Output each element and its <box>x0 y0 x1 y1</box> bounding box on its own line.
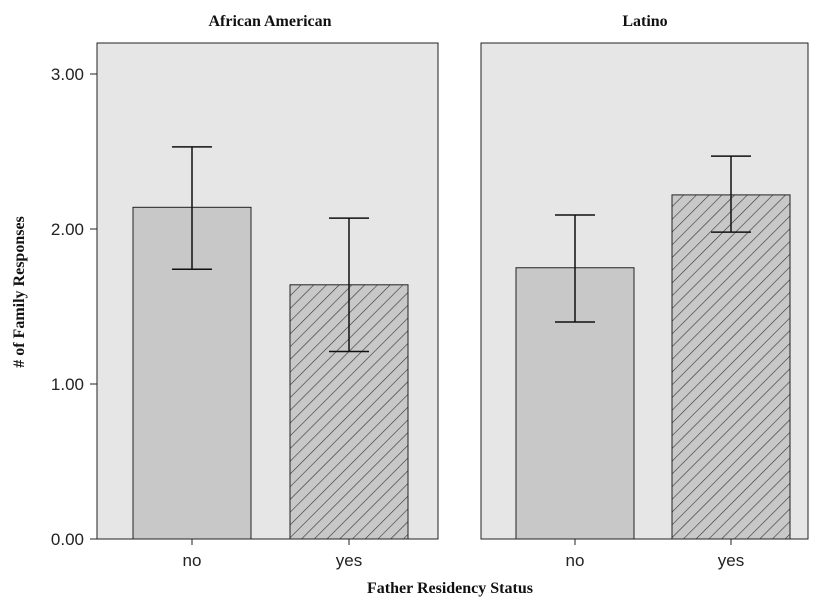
x-tick-label: yes <box>718 551 744 570</box>
x-tick-label: no <box>183 551 202 570</box>
y-tick-label: 1.00 <box>51 375 84 394</box>
panel-title-latino: Latino <box>622 13 667 30</box>
x-tick-label: no <box>566 551 585 570</box>
bar-latino-yes <box>671 194 791 540</box>
y-tick-label: 2.00 <box>51 220 84 239</box>
x-axis-title: Father Residency Status <box>367 580 533 597</box>
y-tick-label: 3.00 <box>51 65 84 84</box>
y-tick-label: 0.00 <box>51 530 84 549</box>
panel-title-african-american: African American <box>208 13 331 30</box>
x-tick-label: yes <box>336 551 362 570</box>
y-axis-title: # of Family Responses <box>11 216 28 368</box>
